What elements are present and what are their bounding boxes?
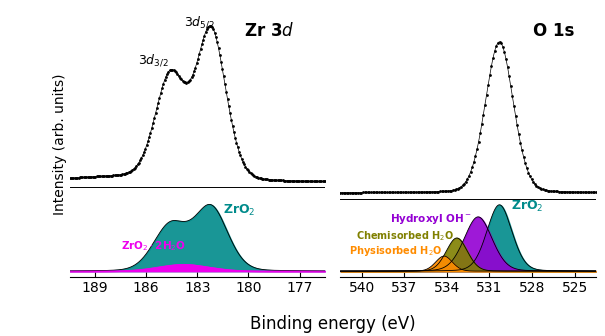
Text: Zr 3$d$: Zr 3$d$ [244, 22, 295, 40]
Y-axis label: Intensity (arb. units): Intensity (arb. units) [53, 74, 67, 215]
Text: O 1s: O 1s [533, 22, 575, 40]
Text: 3$d_{3/2}$: 3$d_{3/2}$ [138, 52, 168, 68]
Text: Physisorbed H$_2$O: Physisorbed H$_2$O [349, 244, 443, 258]
Text: ZrO$_2\cdot$2H$_2$O: ZrO$_2\cdot$2H$_2$O [120, 239, 186, 253]
Text: Binding energy (eV): Binding energy (eV) [250, 314, 416, 333]
Text: Hydroxyl OH$^-$: Hydroxyl OH$^-$ [390, 212, 473, 226]
Text: ZrO$_2$: ZrO$_2$ [511, 199, 543, 214]
Text: ZrO$_2$: ZrO$_2$ [223, 203, 255, 218]
Text: 3$d_{5/2}$: 3$d_{5/2}$ [184, 14, 214, 30]
Text: Chemisorbed H$_2$O: Chemisorbed H$_2$O [356, 229, 454, 243]
